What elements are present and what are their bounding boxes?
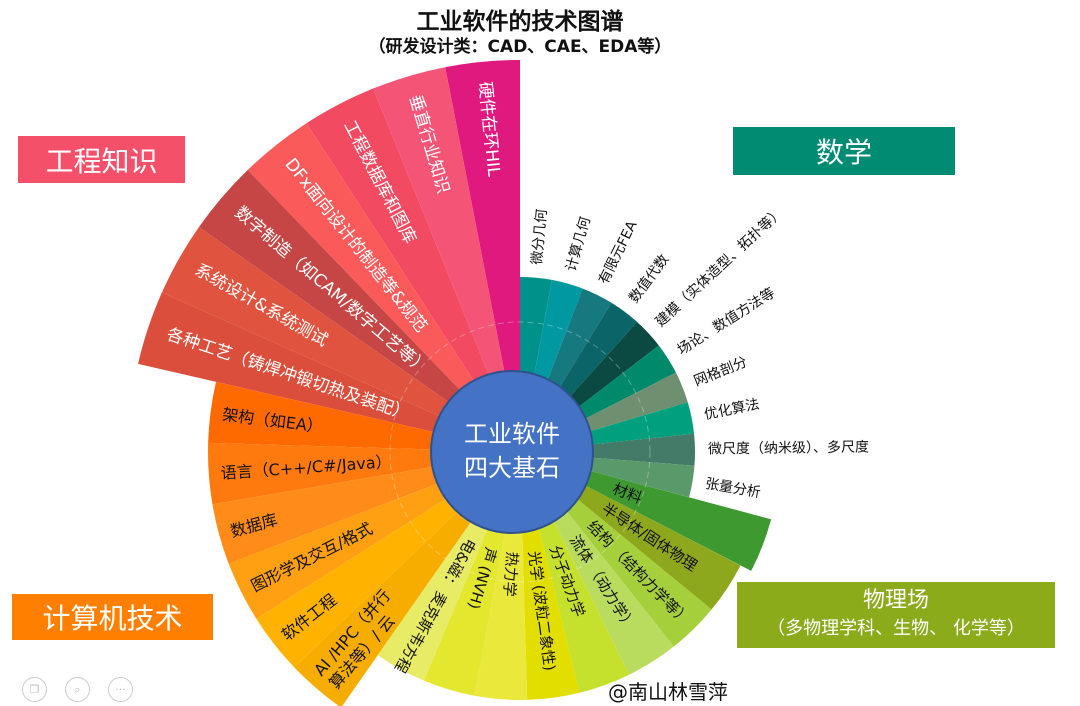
segment-label-line: 声 [478,545,500,565]
segment-label: 网格剖分 [692,354,750,390]
segment-label-line: 建模（实体造型、拓扑等） [652,204,787,331]
segment-label: 优化算法 [703,397,761,424]
segment-engineering [247,123,521,452]
more-icon[interactable]: ··· [108,677,133,702]
segment-label: 张量分析 [704,476,762,501]
center-circle [430,370,594,534]
category-label: 计算机技术 [42,602,183,635]
copy-icon[interactable]: ❐ [22,677,47,702]
segment-label-line: 网格剖分 [692,354,750,390]
segment-label: 有限元FEA [596,218,641,287]
category-label: 物理场 [862,588,929,613]
segment-label-line: 微尺度（纳米级）、多尺度 [708,438,869,457]
segment-label: 计算几何 [563,215,594,273]
segment-label-line: 优化算法 [703,397,761,424]
segment-math [520,433,695,466]
segment-engineering [138,292,520,452]
segment-engineering [373,67,520,452]
center-label: 工业软件 [464,420,560,448]
segment-label-line: 数值代数 [626,252,672,306]
segment-label: 微分几何 [529,208,550,265]
segment-engineering [198,170,520,452]
inner-ring [389,321,651,583]
category-computing: 计算机技术 [12,594,213,640]
diagram-title: 工业软件的技术图谱 [416,9,624,35]
category-math: 数学 [733,127,955,175]
diagram-subtitle: （研发设计类：CAD、CAE、EDA等） [368,37,672,57]
segment-label-line: 有限元FEA [596,218,641,287]
segment-engineering [445,60,520,452]
category-label: 数学 [815,136,872,169]
segment-label-line: 微分几何 [529,208,550,265]
viewer-toolbar: ❐ ⌕ ··· [22,677,133,702]
search-icon[interactable]: ⌕ [65,677,90,702]
segment-label: 微尺度（纳米级）、多尺度 [708,438,869,457]
watermark: @南山林雪萍 [608,680,728,704]
segment-label-line: 光学 [525,550,547,582]
segment-label: 热力学 [500,551,521,597]
segment-engineering [161,227,520,452]
category-engineering: 工程知识 [18,136,185,183]
center-label: 四大基石 [464,454,560,482]
segment-label-line: 张量分析 [704,476,762,501]
segment-label-line: 计算几何 [563,215,594,273]
segment-label: 建模（实体造型、拓扑等） [652,204,787,331]
category-sublabel: （多物理学科、生物、 化学等） [767,618,1025,639]
category-physics: 物理场 （多物理学科、生物、 化学等） [737,582,1055,648]
segment-label: 数值代数 [626,252,672,306]
segment-label-line: 热力学 [500,551,521,597]
category-label: 工程知识 [45,144,158,178]
segment-engineering [306,88,520,452]
